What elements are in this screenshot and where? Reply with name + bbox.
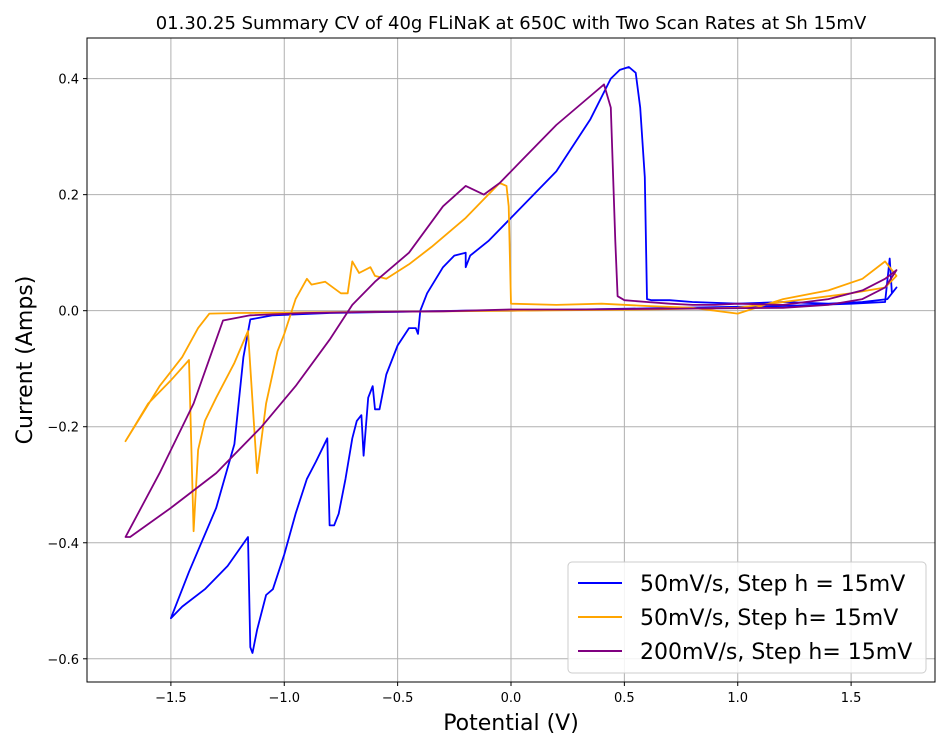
y-tick-label: −0.6	[47, 653, 79, 668]
x-tick-label: 0.0	[501, 691, 522, 706]
legend-label-2: 50mV/s, Step h= 15mV	[640, 606, 898, 631]
y-tick-label: −0.4	[47, 537, 79, 552]
series-layer	[124, 66, 898, 654]
legend-box	[567, 561, 927, 674]
y-tick-label: 0.0	[58, 305, 79, 320]
series-line-2	[124, 182, 898, 533]
y-tick-label: 0.2	[58, 189, 79, 204]
x-tick-label: 0.5	[614, 691, 635, 706]
series-line-3	[124, 83, 898, 538]
x-tick-label: −0.5	[382, 691, 414, 706]
legend: 50mV/s, Step h = 15mV 50mV/s, Step h= 15m…	[567, 561, 927, 674]
x-axis-label: Potential (V)	[443, 711, 579, 736]
legend-label-3: 200mV/s, Step h= 15mV	[640, 640, 912, 665]
y-tick-label: −0.2	[47, 421, 79, 436]
y-tick-label: 0.4	[58, 73, 79, 88]
chart-title: 01.30.25 Summary CV of 40g FLiNaK at 650…	[156, 13, 867, 34]
x-tick-label: 1.0	[727, 691, 748, 706]
y-axis-label: Current (Amps)	[13, 276, 38, 445]
axis-ticks: −1.5 −1.0 −0.5 0.0 0.5 1.0 1.5 −0.6 −0.4 −0.2 0.0 0…	[47, 73, 861, 706]
x-tick-label: 1.5	[841, 691, 862, 706]
x-tick-label: −1.0	[268, 691, 300, 706]
legend-label-1: 50mV/s, Step h = 15mV	[640, 572, 905, 597]
x-tick-label: −1.5	[155, 691, 187, 706]
